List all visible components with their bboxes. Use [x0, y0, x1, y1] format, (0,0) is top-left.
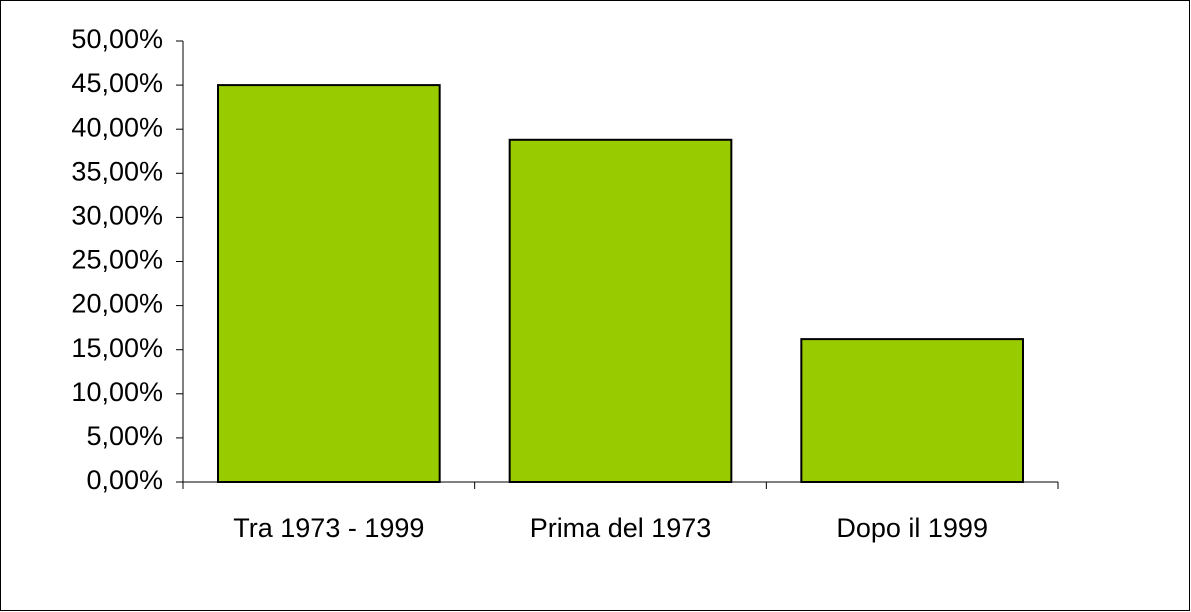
y-tick-label: 50,00% — [71, 24, 163, 54]
y-tick-label: 40,00% — [71, 112, 163, 142]
y-tick-label: 10,00% — [71, 377, 163, 407]
x-tick-label: Prima del 1973 — [530, 513, 712, 543]
bar — [800, 338, 1024, 483]
y-tick-label: 20,00% — [71, 289, 163, 319]
bar — [217, 84, 441, 483]
y-tick-label: 35,00% — [71, 156, 163, 186]
y-tick-label: 5,00% — [86, 421, 163, 451]
y-tick-label: 0,00% — [86, 465, 163, 495]
x-tick-label: Dopo il 1999 — [836, 513, 988, 543]
x-tick-label: Tra 1973 - 1999 — [233, 513, 424, 543]
y-tick-label: 25,00% — [71, 245, 163, 275]
bar — [508, 138, 733, 483]
y-tick-label: 45,00% — [71, 68, 163, 98]
y-tick-label: 15,00% — [71, 333, 163, 363]
y-tick-label: 30,00% — [71, 201, 163, 231]
